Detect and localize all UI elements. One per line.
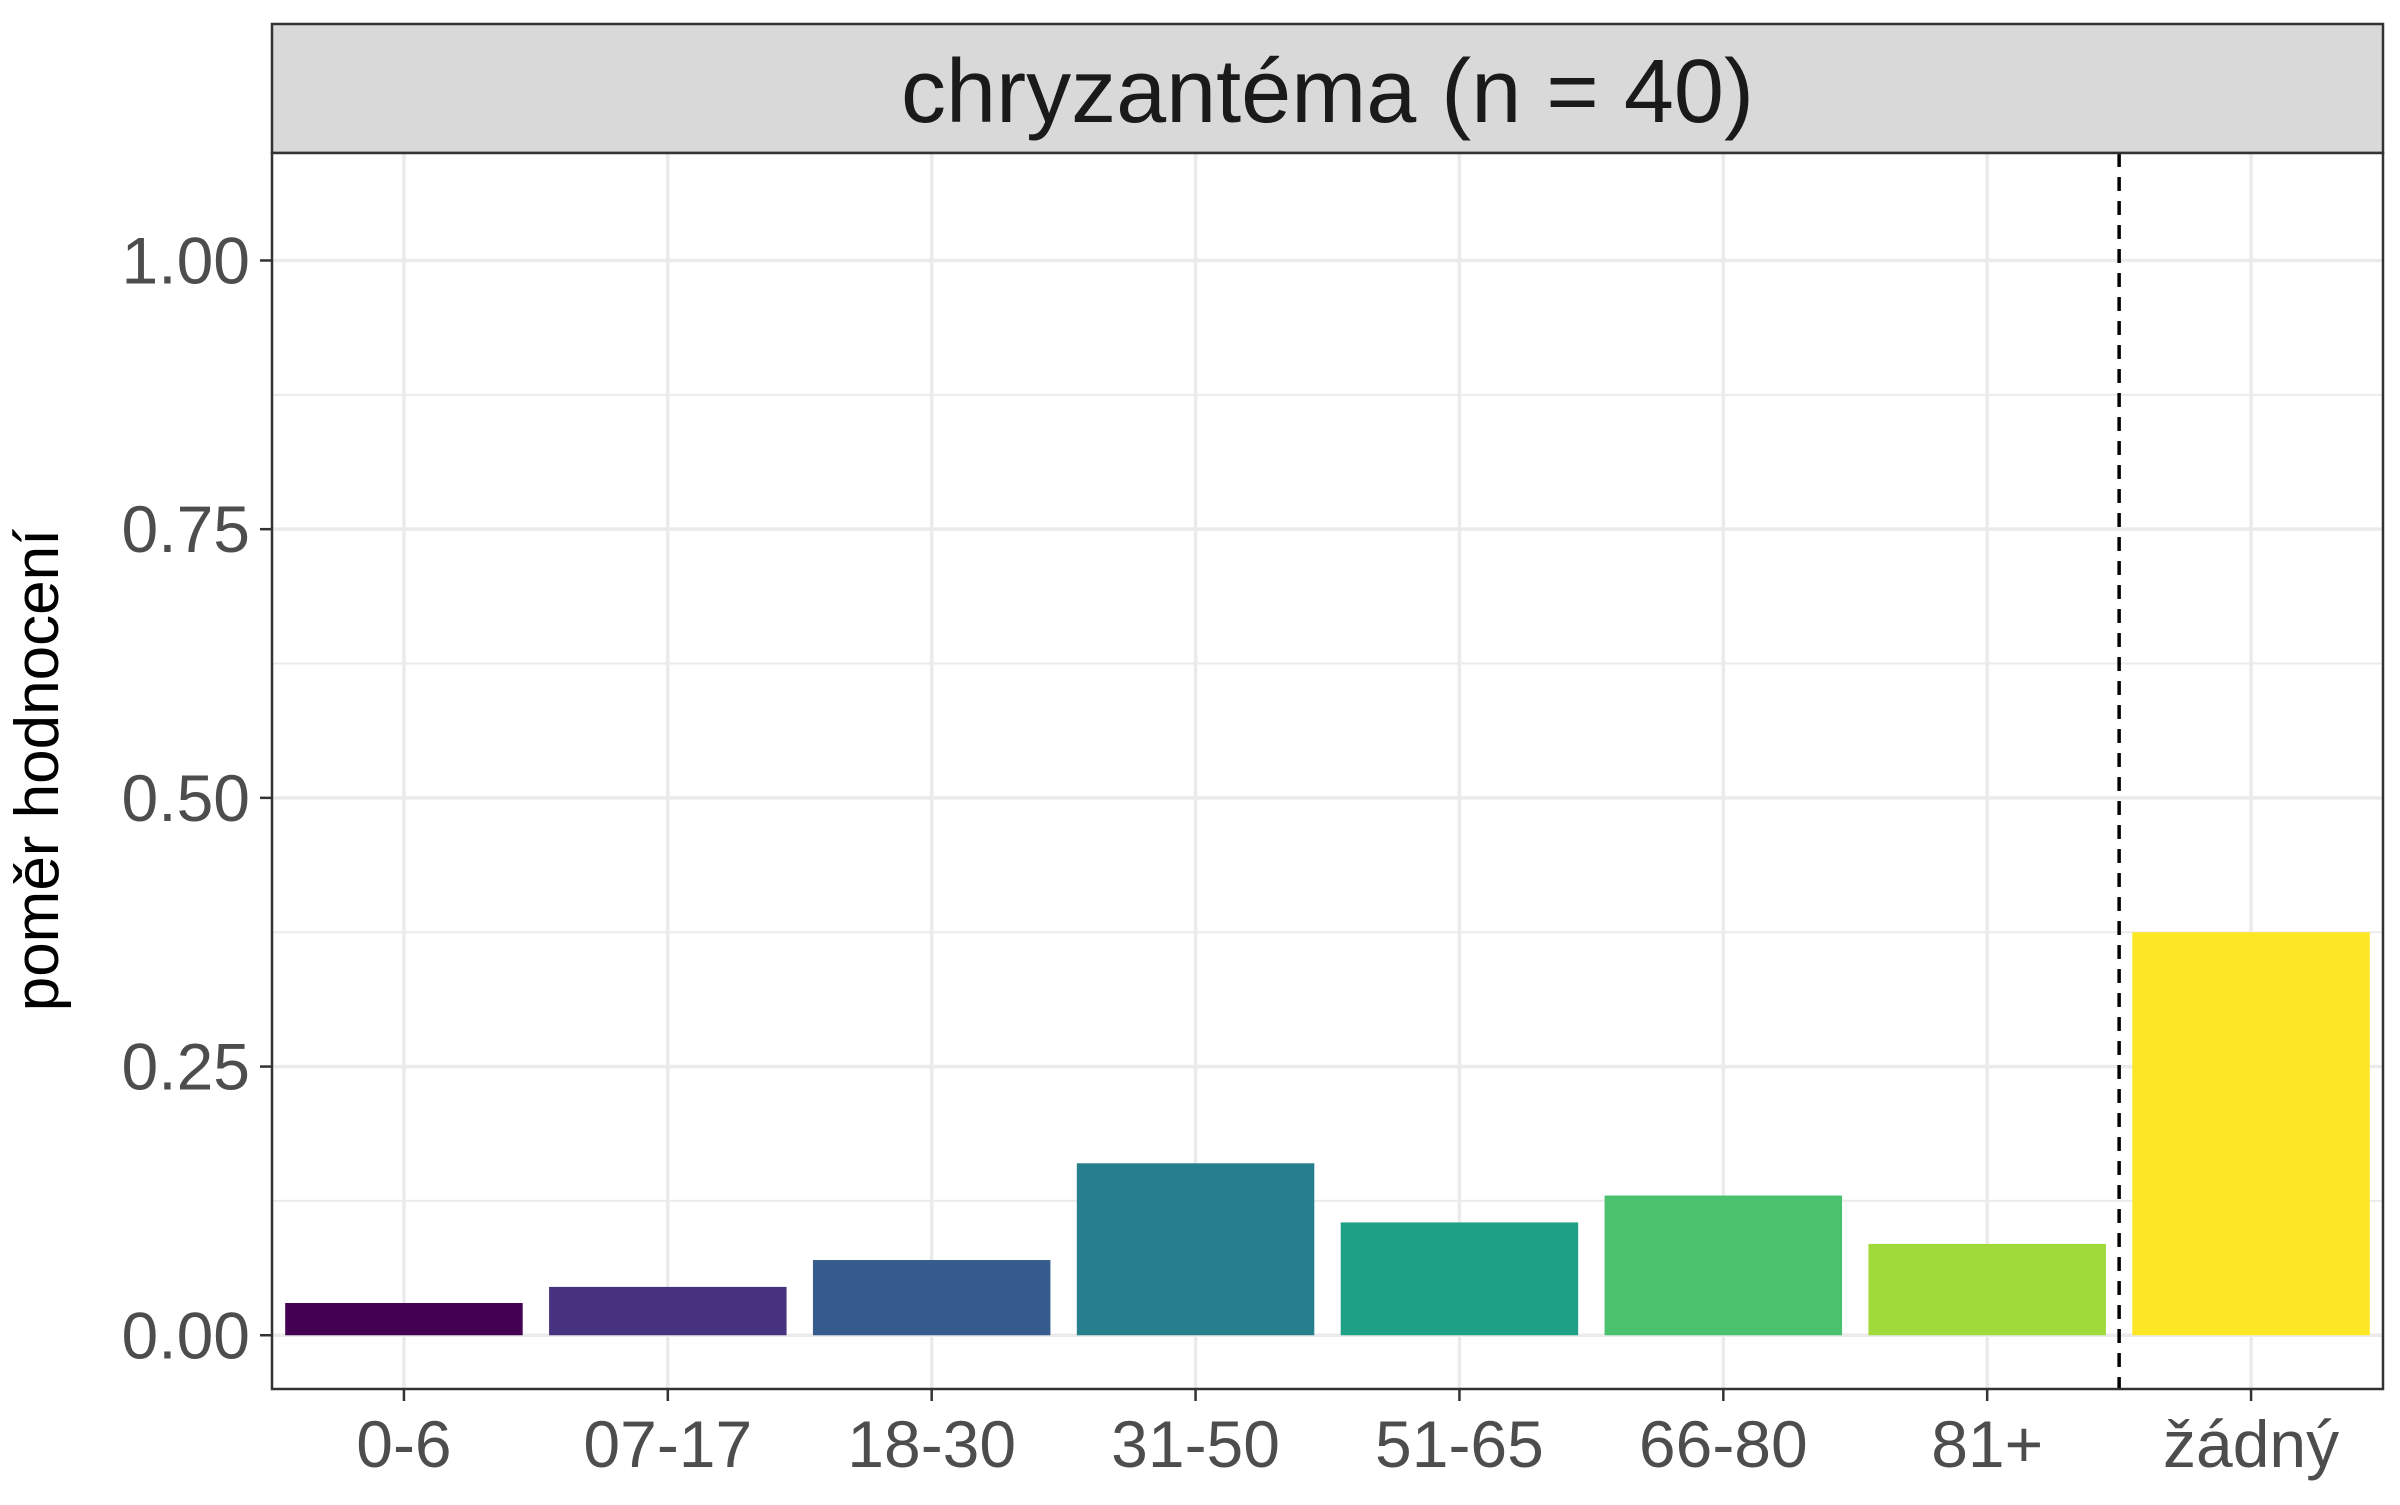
x-tick-label: 0-6 [356,1407,451,1481]
grid-lines [272,153,2383,1389]
y-tick-label: 0.75 [122,492,250,566]
x-tick-label: 18-30 [847,1407,1016,1481]
bar-81+ [1868,1243,2106,1336]
y-axis: 0.00 0.25 0.50 0.75 1.00 [122,223,272,1372]
plot-panel [272,153,2383,1389]
y-tick-label: 0.25 [122,1030,250,1104]
bar-51-65 [1340,1222,1579,1336]
bars [285,932,2370,1336]
panel-border [270,151,2385,1391]
bar-07-17 [549,1286,787,1336]
x-axis: 0-6 07-17 18-30 31-50 51-65 66-80 81+ žádný [356,1389,2339,1481]
x-tick-label: 66-80 [1639,1407,1808,1481]
y-tick-label: 0.00 [122,1298,250,1372]
bar-66-80 [1604,1195,1843,1336]
bar-žádný [2132,932,2370,1336]
x-tick-label: žádný [2163,1407,2339,1481]
facet-strip-title: chryzantéma (n = 40) [901,42,1754,142]
facet-strip [270,22,2385,155]
y-tick-label: 1.00 [122,223,250,297]
bar-18-30 [812,1260,1051,1336]
bar-31-50 [1076,1163,1315,1336]
bar-0-6 [285,1303,523,1336]
y-axis-title: poměr hodnocení [3,529,72,1012]
x-tick-label: 51-65 [1375,1407,1544,1481]
y-tick-label: 0.50 [122,761,250,835]
x-tick-label: 31-50 [1111,1407,1280,1481]
x-tick-label: 81+ [1931,1407,2043,1481]
x-tick-label: 07-17 [583,1407,752,1481]
